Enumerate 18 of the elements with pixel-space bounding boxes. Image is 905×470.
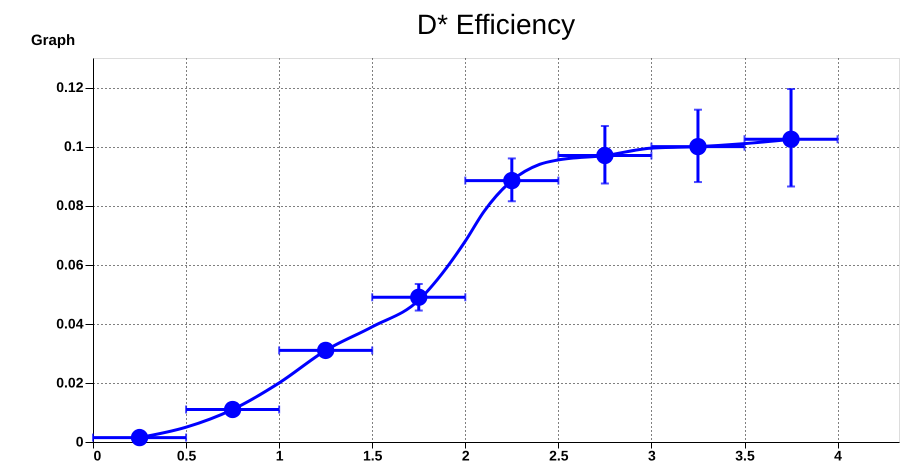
x-tick-label: 3 — [648, 448, 656, 464]
x-tick-label: 3.5 — [735, 448, 755, 464]
y-tick-label: 0.06 — [56, 256, 84, 272]
text: Graph — [31, 32, 76, 49]
y-tick-label: 0.02 — [56, 374, 84, 390]
x-tick-label: 0.5 — [176, 448, 197, 464]
x-tick-label: 4 — [834, 448, 842, 464]
x-tick-label: 1 — [276, 448, 284, 464]
y-tick-label: 0.1 — [64, 138, 84, 154]
y-tick-label: 0.12 — [56, 79, 84, 96]
chart-title: D* Efficiency — [416, 9, 576, 40]
x-tick-label: 2 — [462, 448, 470, 464]
y-tick-label: 0.08 — [56, 197, 84, 214]
x-tick-label: 0 — [94, 448, 102, 464]
x-tick-label: 1.5 — [362, 448, 383, 464]
y-tick-label: 0 — [76, 434, 84, 450]
x-tick-label: 2.5 — [549, 448, 569, 464]
y-tick-label: 0.04 — [56, 315, 84, 332]
